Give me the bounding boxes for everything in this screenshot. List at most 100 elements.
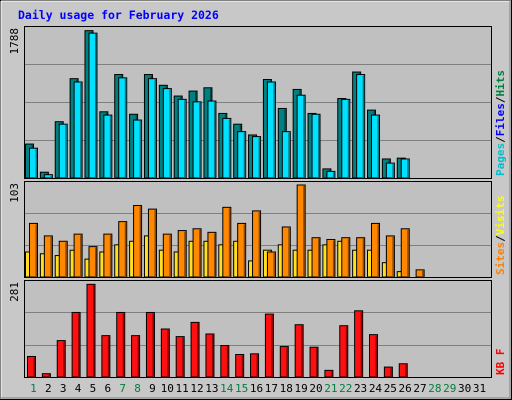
x-tick-label: 9 — [149, 382, 156, 395]
bar-files-day-13 — [207, 100, 217, 179]
y-max-label: 1788 — [8, 28, 21, 55]
x-tick-label: 27 — [413, 382, 426, 395]
bar-files-day-15 — [237, 131, 247, 179]
bar-sites-day-23 — [356, 237, 366, 278]
y-max-label: 281 — [8, 282, 21, 302]
bar-files-day-6 — [103, 114, 113, 179]
bar-kb-f-day-13 — [205, 333, 215, 378]
bar-kb-f-day-1 — [27, 355, 36, 378]
bar-kb-f-day-18 — [279, 346, 289, 378]
bar-sites-day-14 — [222, 206, 232, 278]
bar-files-day-18 — [281, 131, 291, 179]
bar-kb-f-day-6 — [101, 335, 111, 378]
x-tick-label: 30 — [458, 382, 471, 395]
x-tick-label: 3 — [60, 382, 67, 395]
bar-files-day-24 — [371, 114, 381, 179]
panel-sites-visits: 103 Sites/Visits — [8, 181, 507, 278]
bar-sites-day-1 — [29, 222, 38, 278]
x-tick-label: 22 — [339, 382, 352, 395]
bar-sites-day-16 — [252, 210, 262, 278]
bar-files-day-17 — [266, 81, 276, 179]
bar-kb-f-day-2 — [41, 373, 51, 378]
bar-sites-day-6 — [103, 233, 113, 278]
bar-files-day-22 — [341, 98, 351, 179]
x-tick-label: 19 — [294, 382, 307, 395]
bar-kb-f-day-9 — [145, 311, 155, 378]
bar-files-day-3 — [58, 123, 68, 179]
legend-entry: Pages — [494, 143, 507, 176]
bar-files-day-20 — [311, 113, 321, 179]
legend-entry: Visits — [494, 196, 507, 236]
x-tick-label: 16 — [250, 382, 263, 395]
x-tick-label: 18 — [280, 382, 293, 395]
bar-sites-day-25 — [385, 235, 395, 278]
x-tick-label: 25 — [384, 382, 397, 395]
x-tick-label: 4 — [75, 382, 82, 395]
bar-sites-day-5 — [88, 246, 98, 278]
panel-legend: Pages/Files/Hits — [494, 70, 507, 176]
x-tick-label: 13 — [205, 382, 218, 395]
bar-files-day-1 — [29, 147, 38, 179]
legend-entry — [494, 355, 507, 362]
bar-kb-f-day-7 — [116, 311, 126, 378]
x-tick-label: 28 — [428, 382, 441, 395]
x-tick-label: 31 — [473, 382, 486, 395]
x-tick-label: 15 — [235, 382, 248, 395]
bar-kb-f-day-16 — [250, 353, 260, 378]
bar-files-day-26 — [400, 158, 410, 179]
x-tick-label: 17 — [265, 382, 278, 395]
bar-kb-f-day-23 — [354, 310, 364, 378]
bar-sites-day-17 — [266, 251, 276, 278]
legend-entry: Files — [494, 103, 507, 136]
legend-entry: Hits — [494, 70, 507, 97]
x-tick-label: 12 — [190, 382, 203, 395]
bar-sites-day-18 — [281, 226, 291, 278]
bar-files-day-4 — [73, 81, 83, 179]
bar-files-day-11 — [177, 98, 187, 179]
bar-sites-day-27 — [415, 269, 425, 278]
bar-sites-day-12 — [192, 228, 202, 278]
bar-sites-day-4 — [73, 233, 83, 278]
bar-sites-day-2 — [43, 235, 53, 278]
x-tick-label: 21 — [324, 382, 337, 395]
bar-kb-f-day-22 — [339, 325, 349, 378]
bar-files-day-12 — [192, 101, 202, 179]
bar-sites-day-11 — [177, 230, 187, 278]
bar-sites-day-19 — [296, 184, 306, 278]
bar-files-day-19 — [296, 94, 306, 179]
legend-entry: / — [494, 136, 507, 143]
bar-sites-day-10 — [162, 233, 172, 278]
legend-entry: / — [494, 235, 507, 242]
x-tick-label: 1 — [30, 382, 37, 395]
bar-kb-f-day-3 — [56, 340, 66, 378]
x-tick-label: 2 — [45, 382, 52, 395]
bar-sites-day-3 — [58, 240, 68, 278]
x-tick-label: 14 — [220, 382, 234, 395]
bar-sites-day-24 — [371, 222, 381, 278]
bar-sites-day-22 — [341, 237, 351, 278]
bar-sites-day-21 — [326, 238, 336, 278]
bar-kb-f-day-21 — [324, 369, 334, 378]
y-max-label: 103 — [8, 183, 21, 203]
bar-kb-f-day-12 — [190, 321, 200, 378]
bar-files-day-14 — [222, 117, 232, 179]
bar-files-day-5 — [88, 32, 98, 179]
bar-sites-day-8 — [133, 205, 143, 278]
x-tick-label: 23 — [354, 382, 367, 395]
bar-kb-f-day-24 — [369, 334, 379, 378]
x-tick-label: 24 — [369, 382, 383, 395]
bar-files-day-9 — [147, 78, 157, 179]
bar-sites-day-20 — [311, 237, 321, 278]
bar-kb-f-day-4 — [71, 311, 81, 378]
panel-kbf: 281 KB F — [8, 280, 507, 378]
legend-entry: / — [494, 96, 507, 103]
chart-panels: 1788Pages/Files/Hits103Sites/Visits281KB… — [8, 26, 507, 378]
x-tick-label: 5 — [90, 382, 97, 395]
bar-kb-f-day-15 — [235, 353, 245, 378]
x-tick-label: 20 — [309, 382, 322, 395]
bar-files-day-10 — [162, 88, 172, 179]
bar-sites-day-9 — [147, 208, 157, 278]
